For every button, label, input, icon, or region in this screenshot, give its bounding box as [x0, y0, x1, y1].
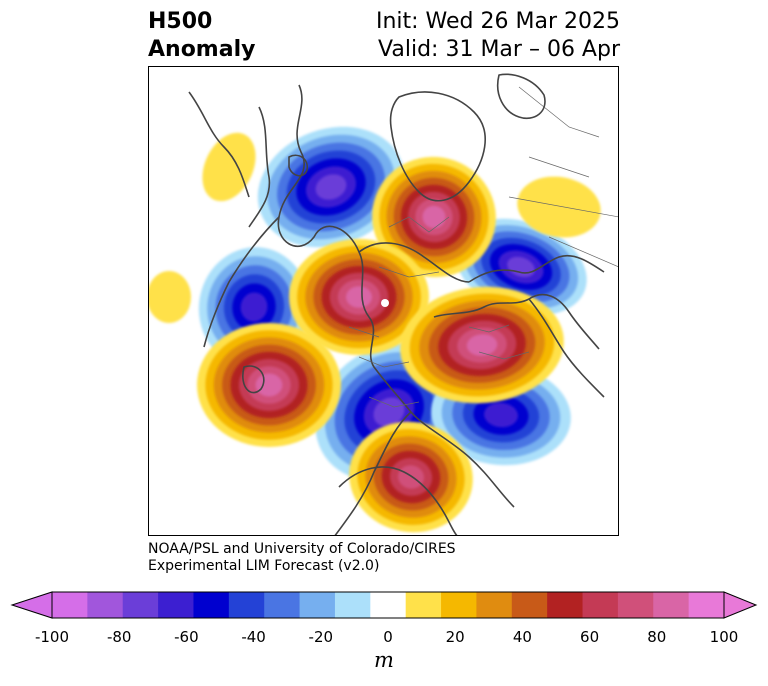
positive-anomaly-contour — [397, 465, 425, 489]
negative-anomaly-contour — [373, 397, 405, 427]
colorbar-bin — [87, 592, 124, 618]
colorbar-tick-label: 60 — [580, 628, 600, 646]
colorbar-tick-label: 20 — [445, 628, 465, 646]
colorbar-tick-label: 80 — [647, 628, 667, 646]
colorbar-tick-label: 0 — [383, 628, 393, 646]
anomaly-map — [148, 66, 619, 536]
forecast-dates: Init: Wed 26 Mar 2025 Valid: 31 Mar – 06… — [376, 8, 620, 64]
colorbar-bin — [617, 592, 654, 618]
colorbar-bin — [653, 592, 690, 618]
colorbar-bin — [52, 592, 88, 618]
map-title: H500 Anomaly — [148, 8, 255, 64]
colorbar-extend-min — [10, 591, 53, 619]
colorbar-tick-label: -60 — [174, 628, 199, 646]
positive-anomaly-contour — [202, 132, 256, 202]
title-field-type: Anomaly — [148, 37, 256, 62]
colorbar-bins — [10, 591, 758, 619]
credit-text: NOAA/PSL and University of Colorado/CIRE… — [148, 541, 456, 575]
positive-anomaly-contour — [149, 271, 191, 323]
colorbar-bin — [334, 592, 371, 618]
colorbar-bin — [370, 592, 407, 618]
positive-anomaly-contour — [466, 334, 498, 356]
colorbar-bin — [299, 592, 336, 618]
colorbar — [10, 591, 758, 619]
colorbar-tick-label: -40 — [241, 628, 266, 646]
credit-line-2: Experimental LIM Forecast (v2.0) — [148, 558, 380, 574]
colorbar-bin — [441, 592, 477, 618]
colorbar-bin — [511, 592, 548, 618]
colorbar-bin — [122, 592, 159, 618]
anomaly-contours — [149, 126, 601, 533]
colorbar-bin — [193, 592, 230, 618]
colorbar-extend-max — [723, 591, 758, 619]
political-borders — [348, 86, 618, 408]
colorbar-bin — [476, 592, 513, 618]
colorbar-tick-label: -20 — [308, 628, 334, 646]
positive-anomaly-contour — [517, 176, 601, 238]
colorbar-bin — [688, 592, 725, 618]
colorbar-bin — [158, 592, 194, 618]
positive-anomaly-contour — [345, 286, 373, 308]
negative-anomaly-contour — [315, 174, 347, 200]
title-variable: H500 — [148, 9, 213, 34]
init-date: Init: Wed 26 Mar 2025 — [375, 9, 620, 34]
colorbar-tick-label: 100 — [709, 628, 739, 646]
colorbar-bin — [228, 592, 265, 618]
positive-anomaly-contour — [255, 373, 283, 397]
colorbar-bin — [582, 592, 619, 618]
colorbar-bin — [405, 592, 442, 618]
colorbar-unit: m — [374, 648, 394, 672]
colorbar-tick-label: -80 — [106, 628, 132, 646]
colorbar-tick-label: -100 — [34, 628, 70, 646]
north-pole-marker — [381, 299, 389, 307]
valid-dates: Valid: 31 Mar – 06 Apr — [378, 37, 620, 62]
positive-anomaly-contour — [422, 205, 446, 229]
coastlines — [188, 73, 605, 535]
credit-line-1: NOAA/PSL and University of Colorado/CIRE… — [148, 541, 456, 557]
negative-anomaly-contour — [484, 402, 518, 428]
negative-anomaly-contour — [240, 292, 268, 322]
colorbar-bin — [264, 592, 301, 618]
colorbar-tick-label: 40 — [512, 628, 532, 646]
colorbar-outline — [51, 591, 725, 619]
anomaly-map-canvas — [149, 73, 618, 535]
colorbar-bin — [547, 592, 584, 618]
